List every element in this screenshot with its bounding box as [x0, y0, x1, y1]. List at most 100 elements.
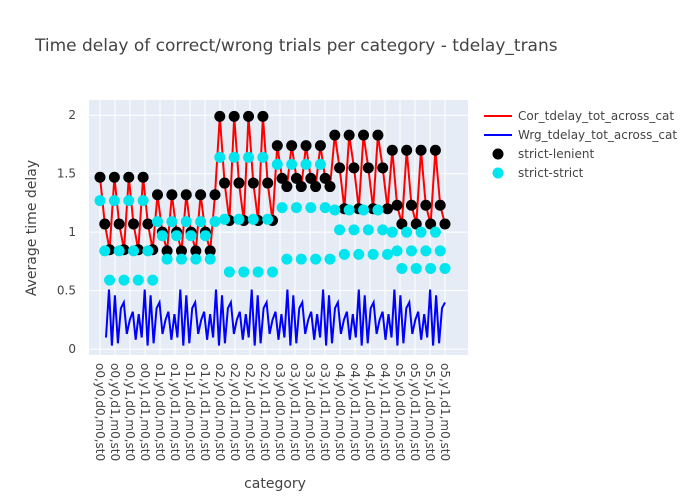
point-strict-strict [175, 253, 187, 265]
point-strict-strict [252, 266, 264, 278]
point-strict-lenient [113, 218, 125, 230]
point-strict-strict [391, 245, 403, 257]
y-tick-label: 0 [68, 342, 76, 356]
x-tick-label: o0,y1,d1,m0,st0 [138, 363, 152, 461]
point-strict-lenient [329, 129, 341, 141]
x-tick-label: o3,y1,d0,m0,st0 [303, 363, 317, 461]
x-tick-label: o3,y0,d1,m0,st0 [288, 363, 302, 461]
marker-layer [94, 110, 451, 286]
y-tick-label: 0.5 [57, 284, 76, 298]
point-strict-strict [372, 204, 384, 216]
point-strict-strict [214, 151, 226, 163]
x-tick-label: o1,y1,d0,m0,st0 [183, 363, 197, 461]
point-strict-strict [147, 274, 159, 286]
point-strict-lenient [420, 199, 432, 211]
point-strict-strict [262, 213, 274, 225]
point-strict-strict [233, 213, 245, 225]
point-strict-strict [238, 266, 250, 278]
point-strict-strict [180, 216, 192, 228]
point-strict-strict [310, 253, 322, 265]
point-strict-strict [199, 230, 211, 242]
legend-swatch-marker [492, 167, 504, 179]
point-strict-strict [161, 253, 173, 265]
point-strict-strict [329, 204, 341, 216]
point-strict-lenient [137, 171, 149, 183]
point-strict-strict [377, 224, 389, 236]
point-strict-lenient [410, 218, 422, 230]
x-tick-label: o4,y1,d0,m0,st0 [363, 363, 377, 461]
x-tick-label: o0,y0,d1,m0,st0 [108, 363, 122, 461]
point-strict-strict [243, 151, 255, 163]
x-tick-label: o1,y0,d1,m0,st0 [168, 363, 182, 461]
x-tick-label: o5,y0,d1,m0,st0 [408, 363, 422, 461]
point-strict-strict [305, 202, 317, 214]
y-tick-label: 1.5 [57, 167, 76, 181]
point-strict-strict [319, 202, 331, 214]
point-strict-lenient [343, 129, 355, 141]
point-strict-lenient [142, 218, 154, 230]
point-strict-lenient [415, 144, 427, 156]
y-tick-labels: 0 0.5 1 1.5 2 [57, 108, 76, 356]
point-strict-lenient [314, 140, 326, 152]
point-strict-strict [94, 195, 106, 207]
point-strict-lenient [195, 189, 207, 201]
point-strict-lenient [271, 140, 283, 152]
point-strict-strict [429, 226, 441, 238]
point-strict-strict [290, 202, 302, 214]
point-strict-lenient [152, 189, 163, 201]
point-strict-lenient [108, 171, 120, 183]
x-tick-label: o4,y0,d0,m0,st0 [333, 363, 347, 461]
point-strict-strict [434, 245, 446, 257]
point-strict-lenient [405, 199, 417, 211]
x-tick-label: o3,y1,d1,m0,st0 [318, 363, 332, 461]
point-strict-lenient [128, 218, 140, 230]
series-line-wrong [105, 289, 446, 346]
point-strict-lenient [358, 129, 370, 141]
point-strict-strict [223, 266, 235, 278]
x-tick-label: o0,y0,d0,m0,st0 [93, 363, 107, 461]
point-strict-strict [343, 204, 355, 216]
point-strict-lenient [439, 218, 451, 230]
point-strict-lenient [262, 177, 274, 189]
point-strict-strict [362, 224, 374, 236]
point-strict-lenient [434, 199, 446, 211]
y-tick-label: 2 [68, 108, 76, 122]
point-strict-strict [314, 158, 326, 170]
point-strict-strict [118, 274, 130, 286]
point-strict-strict [382, 248, 393, 260]
point-strict-lenient [276, 172, 288, 184]
legend-swatch-marker [492, 148, 504, 160]
point-strict-strict [396, 262, 408, 274]
point-strict-strict [142, 245, 154, 257]
legend-label: strict-strict [518, 166, 584, 180]
point-strict-lenient [204, 245, 216, 257]
point-strict-strict [195, 216, 207, 228]
point-strict-strict [367, 248, 379, 260]
point-strict-lenient [99, 218, 111, 230]
point-strict-strict [276, 202, 288, 214]
point-strict-strict [204, 253, 216, 265]
point-strict-lenient [396, 218, 408, 230]
point-strict-strict [358, 204, 370, 216]
x-tick-label: o5,y1,d1,m0,st0 [438, 363, 452, 461]
point-strict-strict [132, 274, 144, 286]
point-strict-lenient [386, 144, 398, 156]
point-strict-strict [128, 245, 140, 257]
point-strict-strict [401, 226, 413, 238]
point-strict-strict [386, 226, 398, 238]
chart-title: Time delay of correct/wrong trials per c… [34, 36, 558, 56]
point-strict-lenient [214, 110, 226, 122]
point-strict-lenient [310, 181, 322, 193]
point-strict-lenient [348, 162, 360, 174]
point-strict-lenient [429, 144, 441, 156]
point-strict-lenient [362, 162, 374, 174]
point-strict-strict [338, 248, 350, 260]
x-tick-label: o0,y1,d0,m0,st0 [123, 363, 137, 461]
y-tick-label: 1 [68, 225, 76, 239]
point-strict-strict [123, 195, 135, 207]
point-strict-lenient [305, 172, 317, 184]
point-strict-lenient [281, 181, 293, 193]
x-tick-label: o4,y1,d1,m0,st0 [378, 363, 392, 461]
point-strict-lenient [166, 189, 178, 201]
point-strict-lenient [123, 171, 135, 183]
